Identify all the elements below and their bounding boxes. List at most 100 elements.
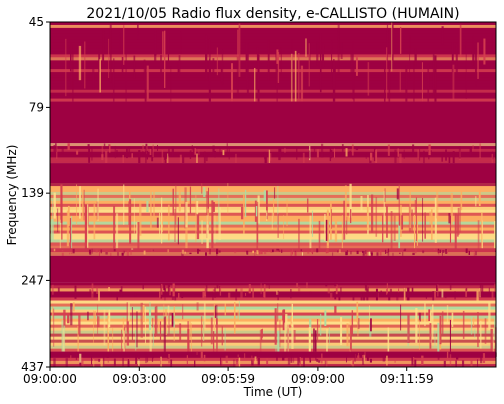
- burst-streak: [233, 302, 236, 334]
- burst-streak: [271, 209, 273, 230]
- burst-streak: [439, 249, 442, 253]
- burst-streak: [214, 305, 217, 319]
- burst-streak: [411, 357, 414, 366]
- burst-streak: [325, 358, 328, 367]
- burst-streak: [282, 309, 286, 331]
- burst-streak: [208, 38, 211, 81]
- channel-stripe: [50, 51, 496, 55]
- spectrogram-band: [50, 183, 497, 249]
- burst-streak: [196, 201, 199, 214]
- burst-streak: [296, 283, 299, 288]
- x-tick-label: 09:11:59: [380, 372, 434, 386]
- burst-streak: [146, 200, 149, 213]
- burst-streak: [355, 147, 359, 151]
- burst-streak: [331, 209, 333, 229]
- y-tick-label: 247: [21, 273, 44, 287]
- channel-stripe: [50, 312, 496, 316]
- burst-streak: [175, 185, 177, 225]
- burst-streak: [465, 287, 468, 291]
- burst-streak: [59, 219, 61, 249]
- burst-streak: [257, 357, 260, 366]
- burst-streak: [142, 304, 145, 323]
- burst-streak: [445, 248, 448, 254]
- burst-streak: [206, 215, 209, 249]
- channel-stripe: [50, 54, 496, 58]
- burst-streak: [108, 38, 110, 79]
- channel-stripe: [50, 30, 496, 34]
- burst-streak: [190, 323, 192, 352]
- burst-streak: [477, 42, 480, 79]
- burst-streak: [472, 249, 475, 252]
- burst-streak: [472, 144, 474, 151]
- spectrogram-band: [50, 101, 496, 144]
- burst-streak: [193, 148, 196, 155]
- burst-streak: [364, 282, 368, 291]
- channel-stripe: [50, 224, 496, 228]
- burst-streak: [434, 197, 437, 243]
- burst-streak: [365, 250, 367, 254]
- burst-streak: [398, 221, 401, 249]
- burst-streak: [324, 360, 326, 367]
- burst-streak: [179, 154, 182, 164]
- burst-streak: [258, 250, 261, 255]
- burst-streak: [113, 206, 116, 249]
- burst-streak: [219, 285, 221, 293]
- burst-streak: [121, 252, 124, 256]
- burst-streak: [55, 143, 57, 152]
- burst-streak: [260, 251, 263, 255]
- burst-streak: [454, 291, 456, 300]
- spectrogram-band: [50, 163, 496, 184]
- burst-streak: [260, 329, 263, 341]
- burst-streak: [370, 318, 372, 332]
- burst-streak: [163, 316, 166, 352]
- burst-streak: [419, 149, 421, 161]
- burst-streak: [388, 292, 391, 301]
- burst-streak: [300, 65, 304, 102]
- burst-streak: [422, 197, 424, 242]
- chart-title: 2021/10/05 Radio flux density, e-CALLIST…: [86, 6, 459, 22]
- burst-streak: [70, 303, 73, 326]
- burst-streak: [362, 251, 365, 256]
- burst-streak: [83, 189, 85, 206]
- spectrogram-band: [50, 282, 496, 301]
- burst-streak: [128, 201, 130, 226]
- burst-streak: [186, 355, 188, 365]
- burst-streak: [161, 283, 163, 295]
- burst-streak: [476, 290, 479, 301]
- burst-streak: [74, 285, 77, 299]
- channel-stripe: [50, 27, 496, 32]
- burst-streak: [154, 29, 157, 62]
- burst-streak: [205, 34, 208, 80]
- burst-streak: [431, 209, 433, 240]
- channel-stripe: [50, 151, 496, 155]
- burst-streak: [131, 307, 133, 340]
- burst-streak: [97, 188, 99, 221]
- burst-streak: [84, 41, 86, 89]
- burst-streak: [316, 319, 319, 341]
- burst-streak: [273, 187, 276, 199]
- burst-streak: [164, 308, 168, 336]
- burst-streak: [396, 291, 399, 301]
- burst-streak: [334, 291, 337, 300]
- burst-streak: [478, 190, 481, 207]
- burst-streak: [185, 201, 188, 228]
- burst-streak: [154, 306, 156, 337]
- burst-streak: [298, 53, 300, 102]
- channel-stripe: [50, 160, 496, 164]
- burst-streak: [211, 200, 214, 249]
- burst-streak: [83, 201, 85, 221]
- burst-streak: [387, 144, 390, 156]
- burst-streak: [210, 317, 213, 345]
- burst-streak: [423, 150, 425, 164]
- burst-streak: [159, 321, 162, 341]
- burst-streak: [144, 351, 147, 355]
- burst-streak: [187, 321, 189, 352]
- burst-streak: [123, 250, 125, 254]
- burst-streak: [454, 213, 457, 249]
- burst-streak: [441, 26, 444, 45]
- channel-stripe: [50, 203, 496, 207]
- burst-streak: [113, 248, 116, 252]
- burst-streak: [55, 146, 58, 159]
- burst-streak: [248, 284, 251, 294]
- burst-streak: [198, 249, 201, 252]
